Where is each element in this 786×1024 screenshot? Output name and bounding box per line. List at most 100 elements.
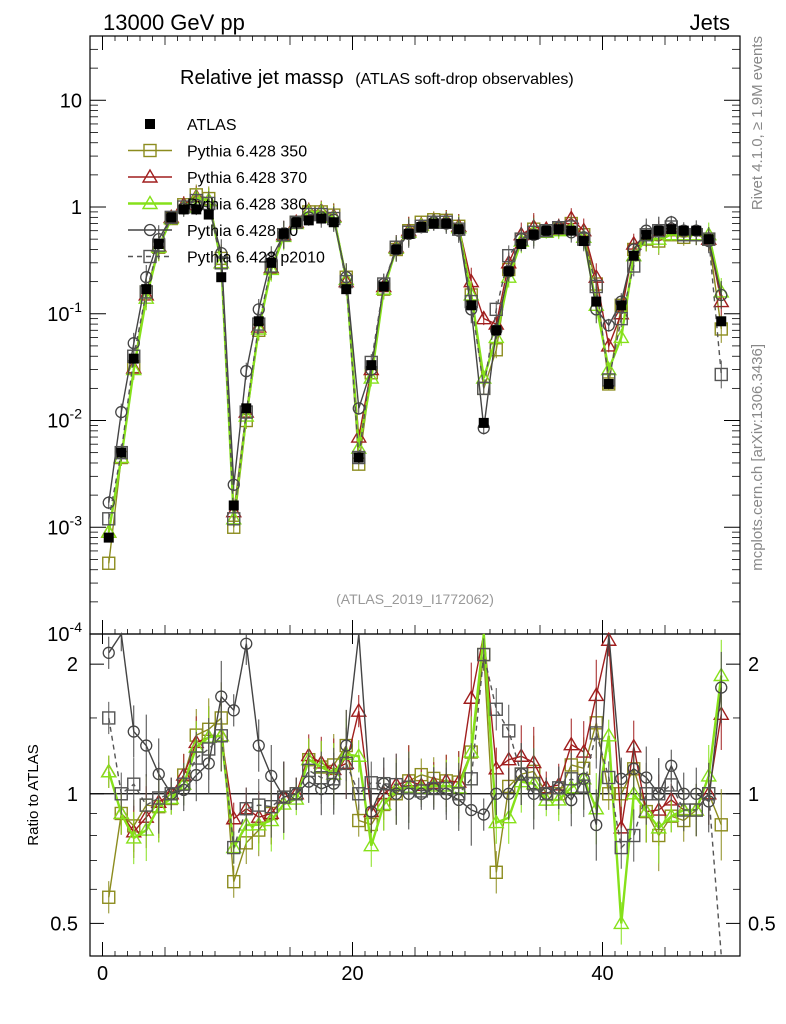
y-tick-exponent: -3 (70, 512, 83, 528)
data-point (228, 500, 239, 511)
series-marker (490, 324, 503, 337)
data-point (328, 217, 339, 228)
ratio-tick-label-left: 0.5 (50, 913, 78, 935)
ratio-marker (113, 805, 130, 820)
curves-group (100, 184, 730, 957)
ratio-marker (490, 787, 503, 800)
data-point (391, 244, 402, 255)
data-point (266, 257, 277, 268)
x-tick-label: 0 (97, 963, 108, 985)
data-point (616, 300, 627, 311)
data-point (428, 218, 439, 229)
data-point (578, 236, 589, 247)
series-marker (238, 407, 255, 422)
ratio-marker (477, 647, 491, 662)
series-marker (702, 232, 716, 246)
ratio-marker (650, 819, 667, 834)
series-marker (502, 248, 516, 263)
ratio-marker (514, 767, 528, 781)
series-marker (352, 402, 365, 415)
ratio-marker (125, 829, 142, 844)
ratio-marker (365, 805, 378, 818)
y-tick-exponent: -4 (70, 619, 83, 635)
ratio-marker (202, 742, 216, 756)
ratio-marker (464, 772, 478, 786)
ratio-marker (127, 777, 141, 791)
series-marker (102, 512, 116, 526)
data-point (366, 360, 377, 371)
ratio-marker (352, 787, 366, 801)
data-point (441, 218, 452, 229)
ratio-tick-label-left: 1 (67, 784, 78, 806)
series-marker (202, 196, 216, 211)
data-point (216, 272, 227, 283)
data-point (241, 403, 252, 414)
series-marker (352, 450, 366, 465)
data-point (353, 452, 364, 463)
data-point (528, 229, 539, 240)
ratio-marker (363, 837, 380, 852)
legend-label-data: ATLAS (187, 117, 237, 134)
series-marker (714, 367, 728, 382)
series-marker (289, 215, 303, 229)
data-point (566, 225, 577, 236)
chart-title-main: Relative jet massρ (180, 67, 344, 89)
series-4 (102, 190, 728, 957)
ratio-marker (302, 763, 316, 778)
series-marker (489, 302, 503, 317)
data-point (603, 378, 614, 389)
data-point (641, 229, 652, 240)
ratio-marker (500, 751, 517, 766)
y-tick-label: 1 (71, 197, 82, 219)
series-marker (240, 364, 253, 378)
ratio-marker (350, 702, 367, 717)
series-marker (488, 329, 505, 344)
series-marker (227, 512, 241, 526)
data-point (116, 447, 127, 458)
series-1 (100, 186, 730, 858)
data-point (341, 284, 352, 295)
data-point (653, 225, 664, 236)
data-point (591, 296, 602, 307)
y-tick-label: 10-2 (47, 406, 82, 433)
ratio-marker (602, 770, 616, 785)
ratio-marker (240, 637, 253, 650)
series-marker (475, 310, 492, 325)
ratio-marker (102, 711, 116, 725)
data-point (153, 239, 164, 250)
series-marker (125, 361, 142, 376)
chart-title: Relative jet massρ (ATLAS soft-drop obse… (180, 67, 574, 89)
ratio-marker (139, 798, 153, 812)
ratio-marker (625, 785, 642, 800)
ratio-marker (552, 781, 566, 795)
ratio-marker (614, 840, 628, 855)
ratio-marker (227, 704, 240, 717)
y-tick-label: 10 (60, 90, 82, 112)
legend-marker (143, 223, 157, 237)
ratio-tick-label-left: 2 (67, 654, 78, 676)
data-point (128, 353, 139, 364)
data-point (716, 316, 727, 327)
data-point (103, 532, 114, 543)
data-point (703, 234, 714, 245)
series-marker (600, 337, 617, 352)
ratio-marker (590, 818, 603, 832)
series-marker (363, 369, 380, 384)
data-points (103, 204, 727, 543)
legend-marker (143, 143, 157, 158)
ratio-marker (715, 681, 728, 694)
ratio-marker (627, 762, 640, 775)
data-point (553, 224, 564, 235)
ratio-marker (127, 725, 140, 738)
legend-label: Pythia 6.428 380 (187, 197, 307, 214)
data-point (303, 215, 314, 226)
data-point (478, 417, 489, 428)
ratio-marker (289, 787, 303, 801)
ratio-axis-label: Ratio to ATLAS (25, 744, 42, 845)
ratio-marker (114, 787, 128, 801)
x-tick-label: 40 (591, 963, 613, 985)
ratio-marker (140, 739, 153, 752)
data-point (191, 204, 202, 215)
y-tick-base: 10 (47, 624, 69, 646)
